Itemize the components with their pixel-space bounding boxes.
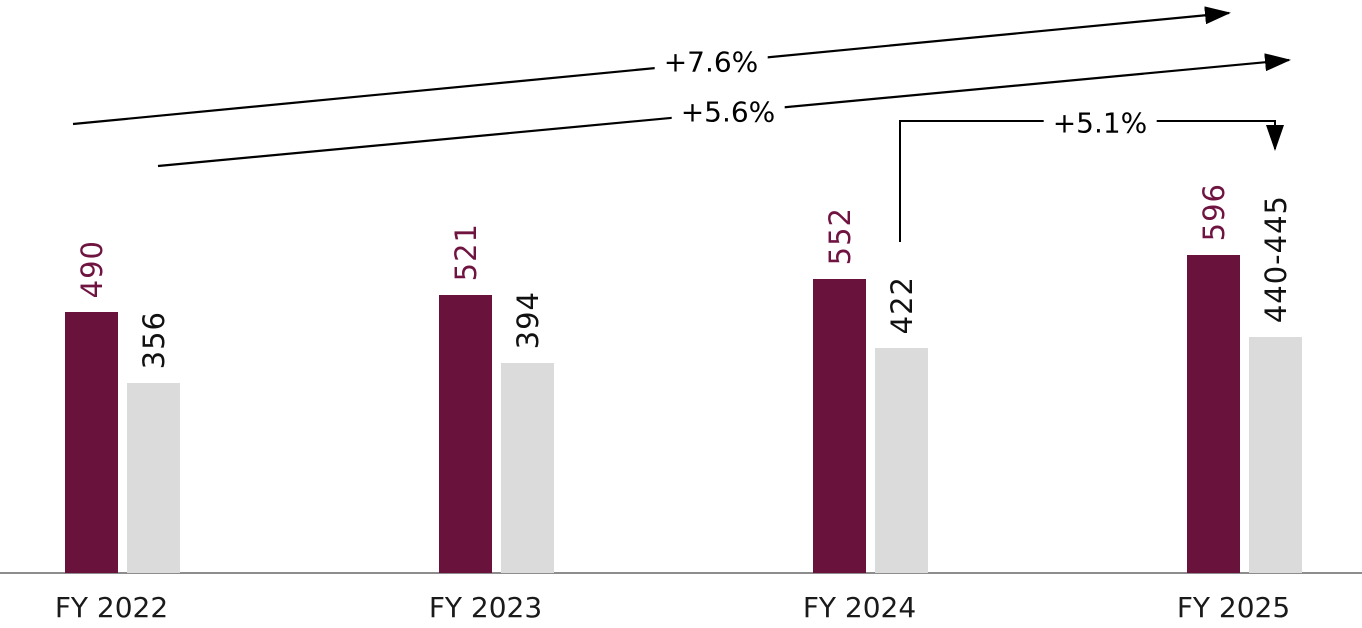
value-label-fy-2022-primary: 490 (74, 239, 109, 298)
value-label-fy-2022-secondary: 356 (136, 310, 171, 369)
growth-label-bracket: +5.1% (1043, 106, 1157, 140)
value-label-fy-2025-secondary: 440-445 (1258, 194, 1293, 323)
growth-arrow-top-icon (72, 6, 1231, 126)
bar-fy-2023-secondary (501, 363, 554, 573)
bar-fy-2024-primary (813, 279, 866, 573)
value-label-fy-2024-primary: 552 (822, 206, 857, 265)
growth-label-middle: +5.6% (671, 95, 785, 129)
category-label-fy-2022: FY 2022 (54, 591, 169, 624)
bar-fy-2022-secondary (127, 383, 180, 573)
category-label-fy-2024: FY 2024 (802, 591, 917, 624)
bar-fy-2022-primary (65, 312, 118, 573)
value-label-fy-2023-secondary: 394 (510, 290, 545, 349)
value-label-fy-2024-secondary: 422 (884, 275, 919, 334)
x-axis-line (0, 572, 1362, 574)
category-label-fy-2023: FY 2023 (428, 591, 543, 624)
bar-fy-2025-primary (1187, 255, 1240, 573)
bar-fy-2024-secondary (875, 348, 928, 573)
value-label-fy-2025-primary: 596 (1196, 182, 1231, 241)
bar-fy-2025-secondary (1249, 337, 1302, 573)
growth-label-top: +7.6% (654, 45, 768, 79)
category-label-fy-2025: FY 2025 (1176, 591, 1291, 624)
bar-fy-2023-primary (439, 295, 492, 573)
value-label-fy-2023-primary: 521 (448, 222, 483, 281)
